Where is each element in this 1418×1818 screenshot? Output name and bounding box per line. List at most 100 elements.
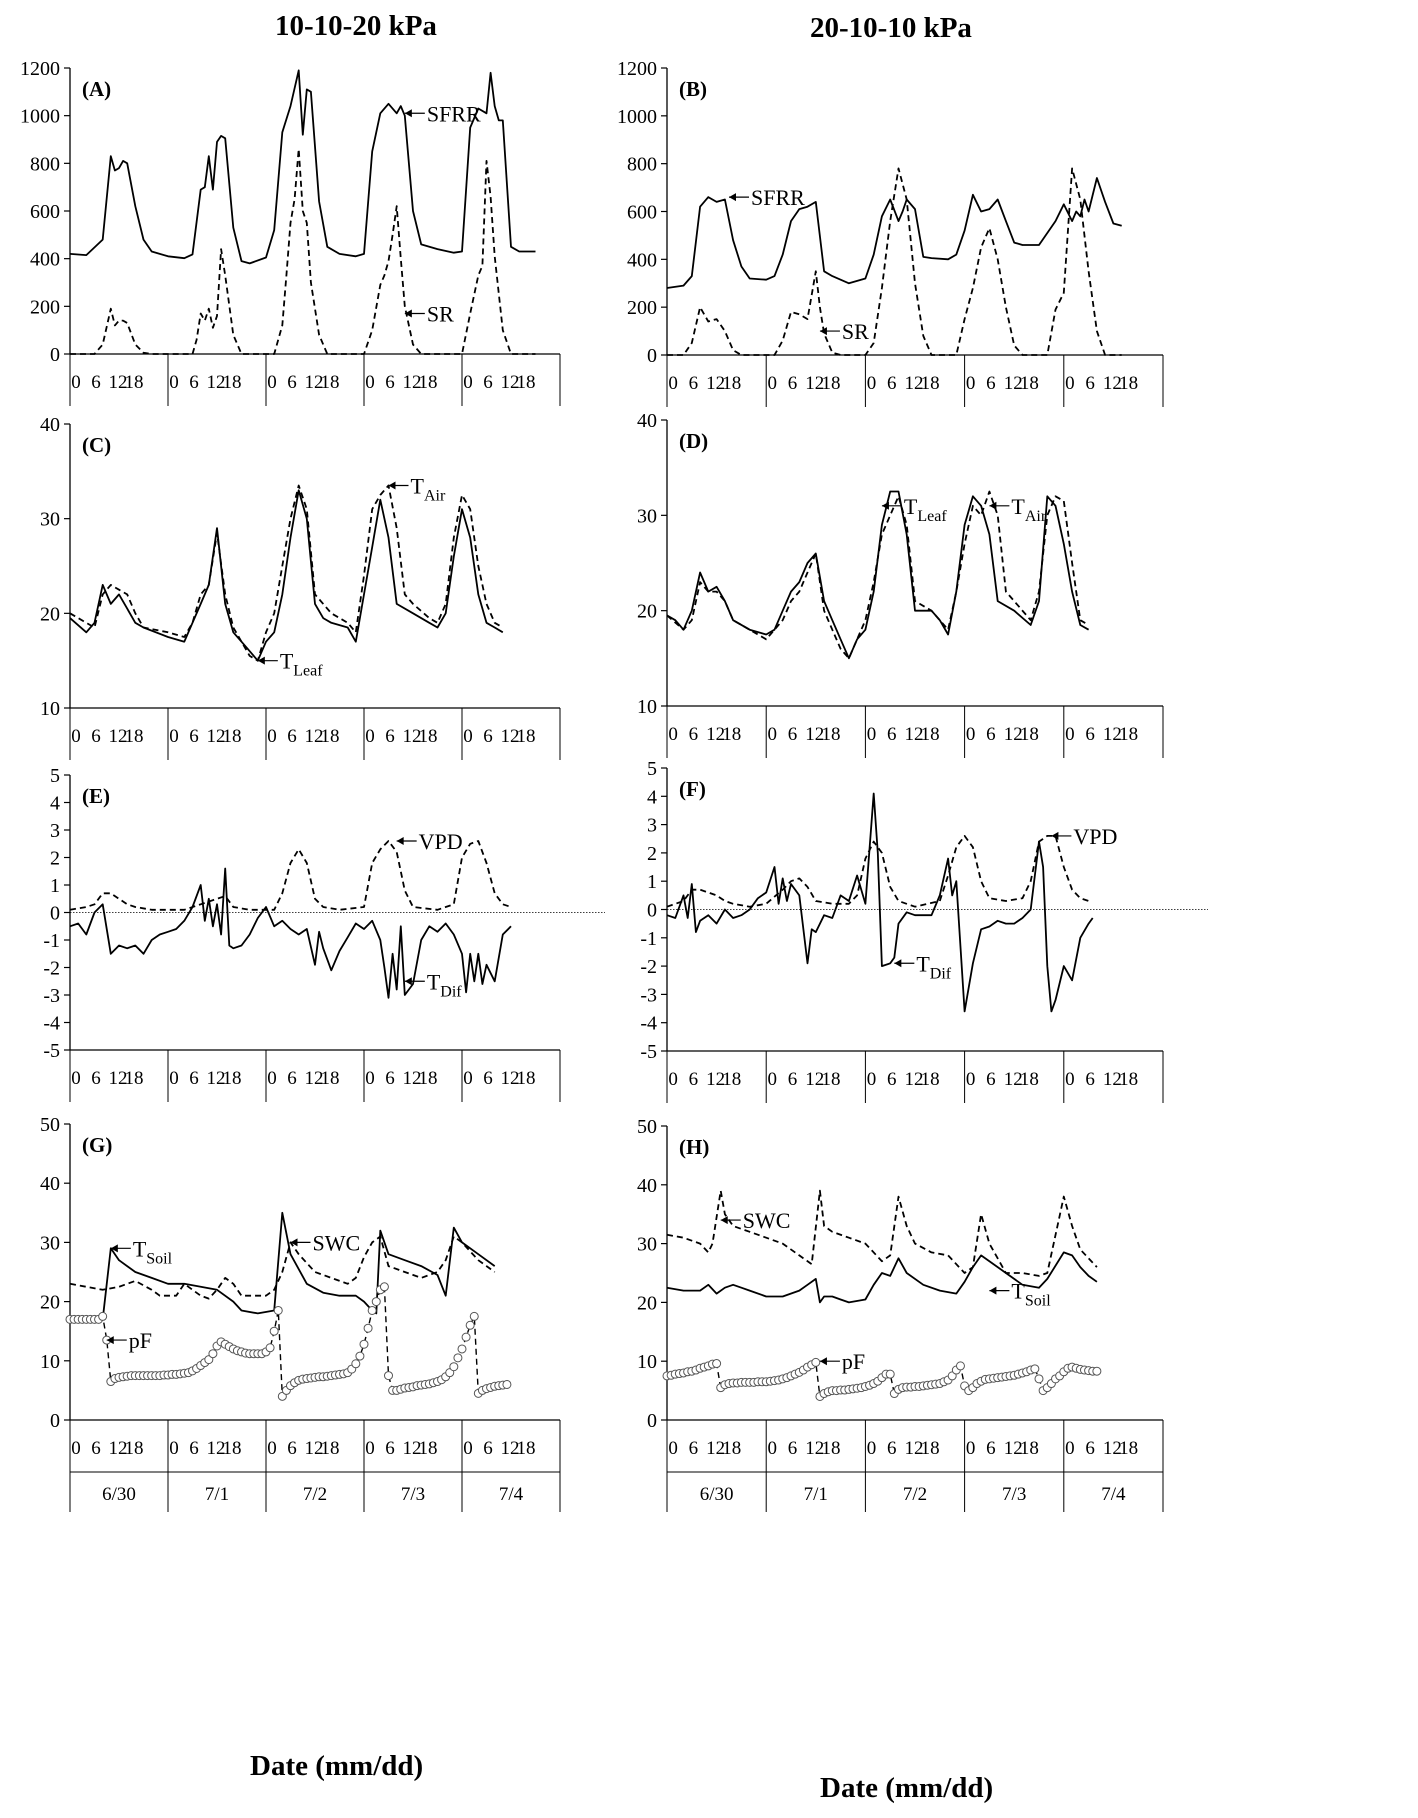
x-tick-label: 6 — [1085, 1438, 1095, 1459]
annotation-arrowhead — [290, 1238, 298, 1247]
x-tick-label: 0 — [267, 1068, 277, 1089]
x-tick-label: 0 — [463, 1068, 473, 1089]
data-point-pf — [359, 1339, 369, 1349]
y-tick-label: 0 — [50, 1410, 60, 1432]
x-tick-label: 12 — [109, 1438, 128, 1459]
data-point-pf — [885, 1369, 895, 1379]
annotation-arrowhead — [106, 1336, 114, 1345]
x-tick-label: 6 — [986, 1438, 996, 1459]
x-tick-label: 0 — [867, 1069, 877, 1090]
x-tick-label: 0 — [1065, 724, 1075, 745]
x-tick-label: 0 — [668, 373, 678, 394]
x-tick-label: 18 — [821, 373, 840, 394]
x-tick-label: 18 — [223, 726, 242, 747]
y-tick-label: 1200 — [20, 58, 60, 80]
x-tick-label: 18 — [722, 1069, 741, 1090]
y-tick-label: 40 — [40, 1173, 60, 1195]
x-tick-label: 0 — [267, 1438, 277, 1459]
x-tick-label: 12 — [904, 1438, 923, 1459]
x-tick-label: 12 — [1004, 1069, 1023, 1090]
x-tick-label: 0 — [463, 372, 473, 393]
y-tick-label: -4 — [43, 1013, 60, 1035]
x-tick-label: 18 — [921, 1438, 940, 1459]
x-tick-label: 12 — [904, 373, 923, 394]
series-line-t-soil — [69, 1211, 496, 1324]
x-tick-label: 0 — [966, 1438, 976, 1459]
annotation-arrowhead — [819, 327, 827, 336]
y-tick-label: 20 — [637, 1292, 657, 1314]
y-tick-label: 20 — [40, 603, 60, 625]
x-tick-label: 6 — [287, 726, 297, 747]
annotation-vpd: VPD — [419, 829, 463, 854]
x-tick-label: 6 — [91, 372, 101, 393]
x-tick-label: 6 — [385, 1068, 395, 1089]
y-tick-label: 600 — [30, 201, 60, 223]
y-tick-label: 30 — [40, 509, 60, 531]
panel-label: (C) — [82, 433, 111, 457]
x-date-label: 7/3 — [401, 1484, 425, 1505]
y-tick-label: 0 — [50, 344, 60, 366]
x-tick-label: 6 — [887, 1438, 897, 1459]
x-axis-title-left: Date (mm/dd) — [250, 1750, 424, 1782]
x-tick-label: 0 — [768, 373, 778, 394]
x-tick-label: 18 — [321, 1438, 340, 1459]
annotation-arrowhead — [720, 1216, 728, 1225]
y-tick-label: 800 — [627, 154, 657, 176]
y-tick-label: 40 — [637, 1175, 657, 1197]
x-date-label: 6/30 — [102, 1484, 136, 1505]
series-line-vpd — [69, 840, 512, 911]
data-point-pf — [502, 1379, 512, 1389]
x-tick-label: 18 — [223, 1438, 242, 1459]
annotation-arrowhead — [396, 837, 404, 845]
x-tick-label: 6 — [1085, 373, 1095, 394]
y-tick-label: 0 — [647, 1410, 657, 1432]
x-tick-label: 0 — [71, 372, 81, 393]
y-tick-label: 0 — [647, 900, 657, 922]
annotation-arrowhead — [404, 109, 412, 118]
series-line-t-air — [666, 490, 1090, 660]
x-tick-label: 18 — [821, 724, 840, 745]
y-tick-label: 5 — [50, 765, 60, 787]
y-tick-label: 10 — [40, 1351, 60, 1373]
annotation-t-leaf: TLeaf — [904, 494, 947, 525]
x-tick-label: 12 — [305, 372, 324, 393]
y-tick-label: -1 — [640, 928, 657, 950]
x-tick-label: 12 — [403, 726, 422, 747]
annotation-sfrr: SFRR — [751, 185, 805, 210]
data-point-pf — [461, 1332, 471, 1342]
panel-label: (F) — [679, 777, 706, 801]
annotation-t-air: TAir — [1011, 494, 1046, 525]
x-tick-label: 6 — [788, 1438, 798, 1459]
x-tick-label: 0 — [267, 726, 277, 747]
y-tick-label: -1 — [43, 930, 60, 952]
annotation-arrowhead — [1051, 831, 1059, 840]
x-tick-label: 6 — [788, 1069, 798, 1090]
x-tick-label: 6 — [887, 373, 897, 394]
x-tick-label: 0 — [966, 373, 976, 394]
x-tick-label: 0 — [71, 1438, 81, 1459]
y-tick-label: 2 — [50, 848, 60, 870]
x-tick-label: 0 — [463, 1438, 473, 1459]
x-tick-label: 18 — [1119, 724, 1138, 745]
y-tick-label: -4 — [640, 1013, 657, 1035]
y-tick-label: 600 — [627, 202, 657, 224]
data-point-pf — [367, 1305, 377, 1315]
x-tick-label: 12 — [109, 726, 128, 747]
x-tick-label: 18 — [321, 1068, 340, 1089]
x-tick-label: 12 — [805, 373, 824, 394]
x-tick-label: 0 — [668, 1438, 678, 1459]
y-tick-label: 200 — [627, 297, 657, 319]
annotation-sr: SR — [427, 301, 454, 326]
annotation-pf: pF — [842, 1349, 865, 1374]
x-tick-label: 6 — [189, 726, 199, 747]
x-date-label: 7/4 — [499, 1484, 524, 1505]
x-tick-label: 6 — [986, 373, 996, 394]
x-tick-label: 12 — [805, 1069, 824, 1090]
x-tick-label: 0 — [71, 726, 81, 747]
data-point-pf — [449, 1362, 459, 1372]
data-point-pf — [98, 1311, 108, 1321]
y-tick-label: -2 — [43, 958, 60, 980]
y-tick-label: -5 — [43, 1040, 60, 1062]
